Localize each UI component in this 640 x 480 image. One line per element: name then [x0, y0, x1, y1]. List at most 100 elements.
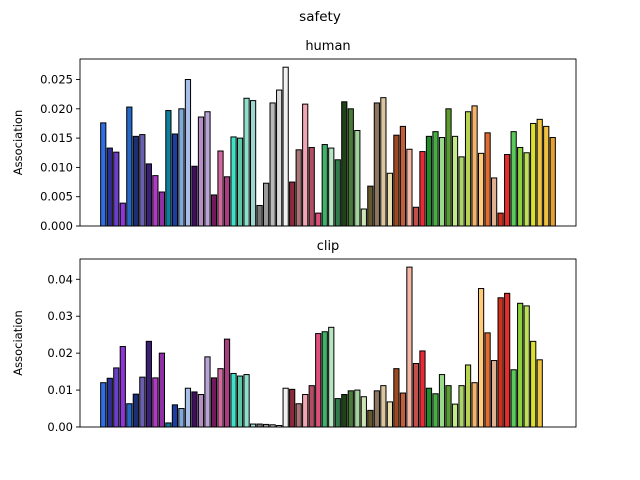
bar: [184, 79, 192, 227]
bar: [360, 208, 367, 227]
bar: [243, 97, 250, 227]
bar: [230, 136, 237, 227]
bar: [432, 393, 439, 428]
bar: [152, 377, 159, 428]
bar: [210, 377, 218, 428]
bar: [217, 368, 224, 428]
bar: [197, 116, 205, 227]
bar: [536, 359, 543, 428]
y-tick-label: 0.00: [47, 420, 73, 434]
bar: [119, 346, 126, 428]
y-tick-label: 0.02: [47, 346, 73, 360]
bar: [530, 122, 537, 227]
bar: [367, 185, 374, 227]
bar: [289, 388, 296, 428]
bar: [445, 108, 452, 227]
bar: [491, 177, 498, 227]
y-axis-label: Association: [11, 310, 25, 375]
bar: [491, 360, 498, 428]
bar: [132, 135, 139, 227]
bar: [113, 367, 120, 428]
bar: [158, 191, 165, 227]
bar: [438, 137, 446, 227]
bar: [249, 100, 257, 227]
bar: [458, 156, 465, 227]
bar: [139, 376, 146, 428]
bar: [230, 372, 237, 428]
axes-frame: [79, 58, 577, 227]
bar: [139, 134, 146, 227]
bar: [451, 135, 459, 227]
bar: [412, 206, 420, 227]
bar: [386, 172, 393, 227]
y-tick-label: 0.015: [40, 131, 73, 145]
bar: [504, 154, 511, 227]
bar: [406, 148, 413, 227]
bar: [295, 149, 302, 227]
bar: [477, 288, 485, 428]
y-tick-label: 0.000: [40, 219, 73, 233]
bar: [484, 332, 491, 428]
y-axis-label: Association: [11, 110, 25, 175]
bar: [106, 377, 113, 428]
bar: [236, 137, 244, 227]
bar: [399, 392, 407, 428]
bar: [341, 394, 348, 428]
bar: [328, 147, 335, 227]
bar: [497, 297, 504, 428]
bar: [171, 133, 179, 227]
bar: [132, 393, 139, 428]
bar: [191, 165, 198, 227]
bar: [497, 212, 504, 227]
bar: [406, 266, 413, 428]
bar: [302, 394, 309, 428]
bar: [145, 163, 152, 227]
axes-frame: [79, 258, 577, 428]
bar: [477, 152, 485, 227]
axes-title: clip: [317, 239, 340, 254]
bar: [321, 331, 328, 428]
bar: [100, 122, 107, 227]
bar: [256, 204, 263, 227]
bar: [451, 403, 459, 428]
bar: [354, 389, 361, 428]
bar: [178, 408, 185, 428]
bar: [425, 387, 433, 428]
bar: [419, 350, 426, 428]
bar: [308, 146, 315, 227]
bar: [197, 394, 205, 428]
bar: [380, 385, 387, 428]
bar: [334, 398, 341, 428]
bar: [517, 146, 524, 227]
bar: [165, 110, 172, 227]
bar: [191, 391, 198, 428]
bar: [367, 409, 374, 428]
bar: [328, 326, 335, 428]
bar: [145, 340, 152, 428]
bar: [432, 131, 439, 227]
chart-panel-human: human Association 0.000 0.005 0.010 0.015 0.02…: [11, 39, 577, 233]
bar: [243, 374, 250, 428]
bar: [393, 134, 400, 227]
bar: [158, 352, 165, 428]
bar: [354, 129, 361, 227]
bar: [341, 101, 348, 227]
bar: [165, 422, 172, 428]
bar: [321, 144, 328, 227]
bar: [171, 404, 179, 428]
bar: [445, 385, 452, 428]
bar: [380, 97, 387, 227]
bar: [458, 385, 465, 428]
bar: [517, 302, 524, 428]
bar: [425, 135, 433, 227]
bar: [302, 103, 309, 227]
bar: [360, 396, 367, 428]
bar: [204, 356, 211, 428]
y-tick-label: 0.020: [40, 102, 73, 116]
bar: [217, 150, 224, 227]
bar: [373, 390, 380, 428]
bar: [510, 369, 517, 428]
bar: [464, 111, 472, 227]
bar: [315, 333, 322, 428]
bar: [504, 292, 511, 428]
